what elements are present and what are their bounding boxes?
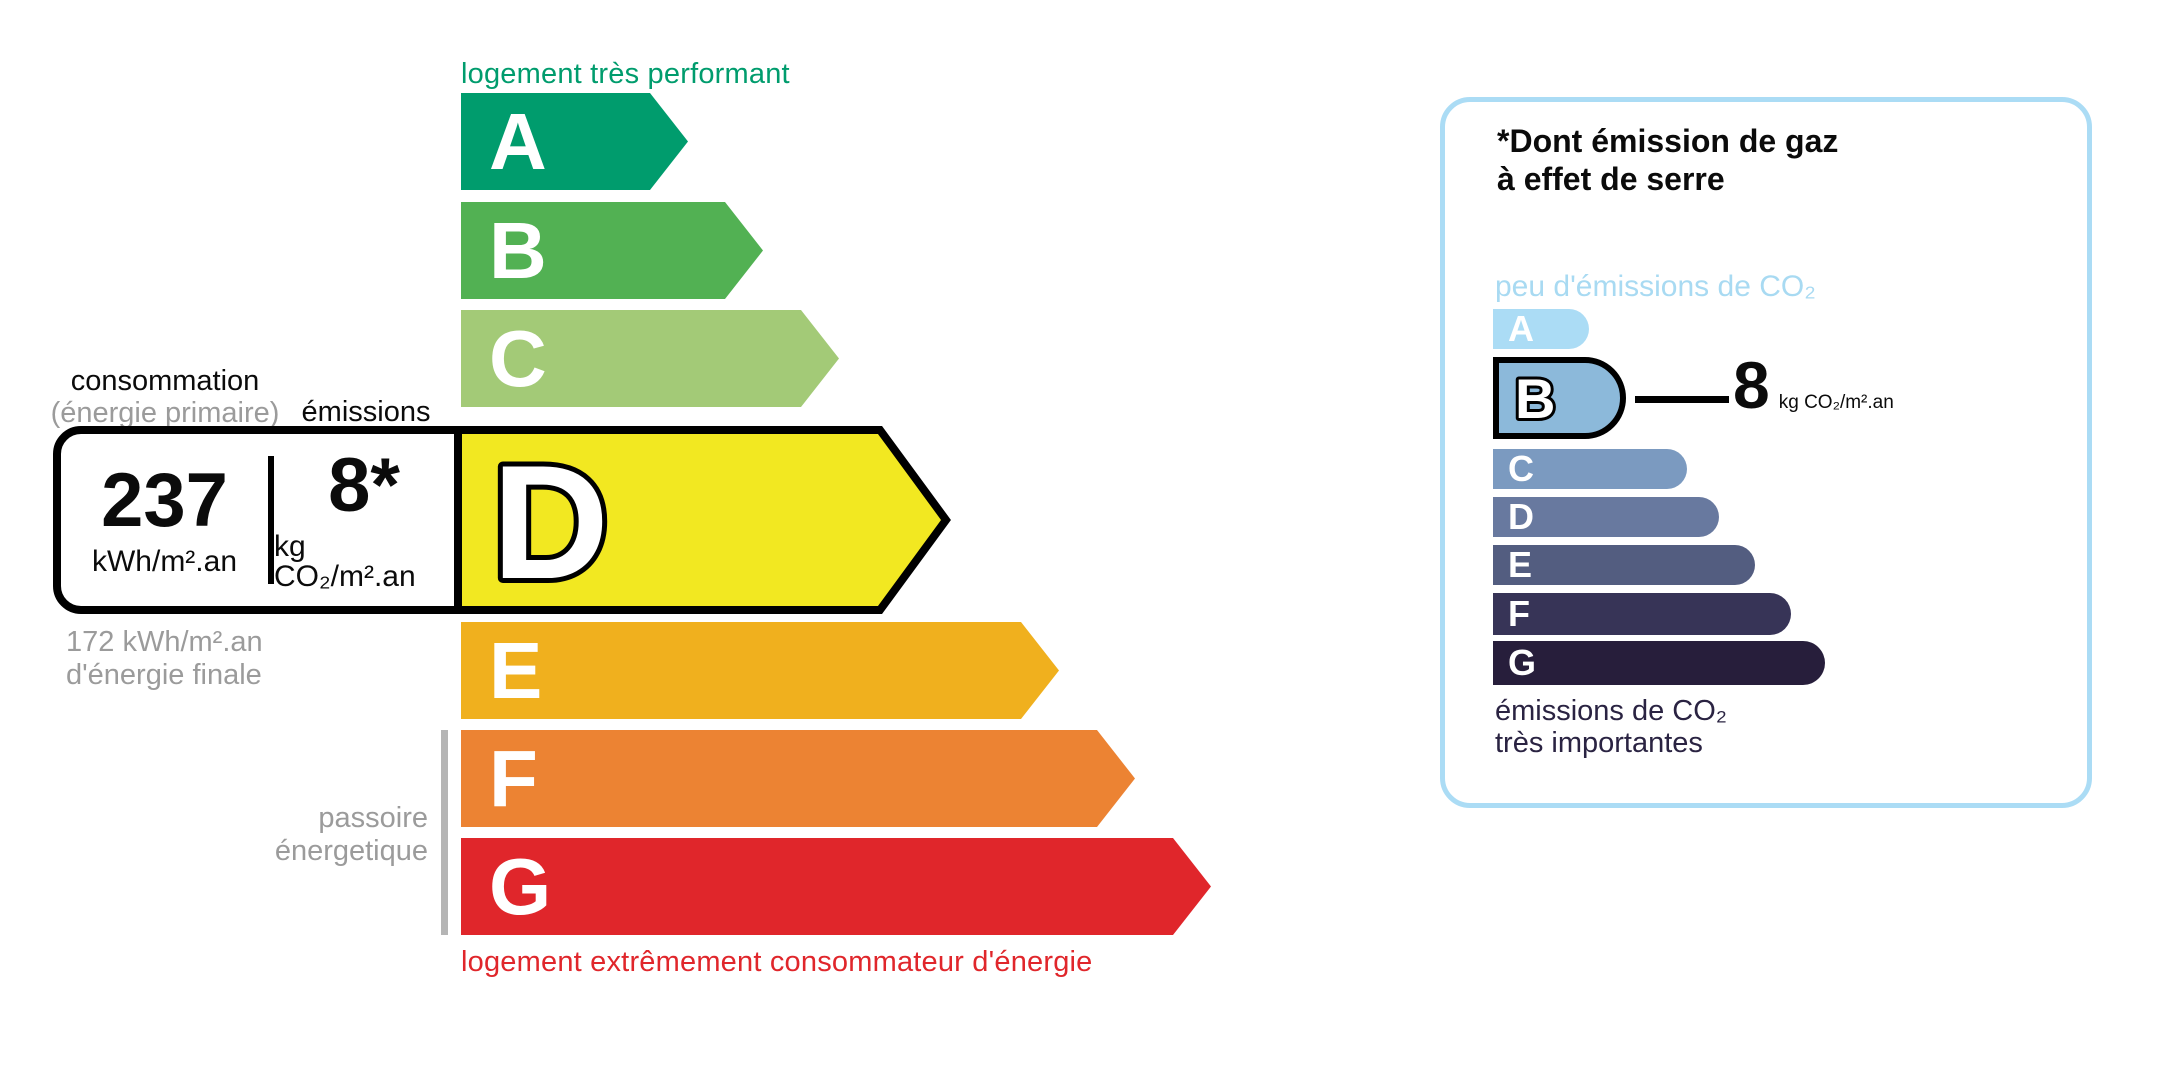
- co2-value: 8: [1733, 348, 1770, 422]
- co2-selected-grade: B: [1515, 367, 1555, 430]
- emissions-unit: kg CO₂/m².an: [274, 530, 416, 593]
- co2-bar-c-letter: C: [1508, 448, 1534, 489]
- energy-top-label: logement très performant: [461, 58, 790, 90]
- co2-top-label: peu d'émissions de CO₂: [1495, 270, 1816, 303]
- co2-panel-title: *Dont émission de gaz à effet de serre: [1497, 122, 1838, 198]
- co2-bar-a: A: [1493, 309, 1589, 349]
- emissions-header: émissions: [276, 397, 456, 428]
- consumption-header: consommation (énergie primaire): [35, 366, 295, 430]
- emissions-cell: 8* kg CO₂/m².an: [274, 434, 454, 606]
- energy-bar-c: C: [461, 310, 839, 407]
- passoire-line2: énergetique: [274, 835, 428, 867]
- rating-box-divider: [268, 456, 274, 584]
- emissions-label: émissions: [301, 396, 431, 428]
- co2-bar-d: D: [1493, 497, 1719, 537]
- co2-bar-e-letter: E: [1508, 544, 1533, 585]
- energy-bar-f: F: [461, 730, 1135, 827]
- energy-bar-b-letter: B: [489, 205, 547, 295]
- co2-bar-f-letter: F: [1508, 593, 1530, 634]
- energy-bar-c-letter: C: [489, 313, 547, 403]
- energy-bar-b: B: [461, 202, 763, 299]
- co2-panel: *Dont émission de gaz à effet de serre p…: [1440, 97, 2092, 808]
- energy-bar-g: G: [461, 838, 1211, 935]
- emissions-value: 8*: [328, 443, 400, 528]
- energy-bar-e: E: [461, 622, 1059, 719]
- consumption-cell: 237 kWh/m².an: [61, 434, 268, 606]
- energy-bar-f-letter: F: [489, 733, 538, 823]
- co2-bar-d-letter: D: [1508, 496, 1534, 537]
- final-energy-line1: 172 kWh/m².an: [66, 626, 263, 658]
- co2-bar-g-letter: G: [1508, 642, 1537, 683]
- final-energy-note: 172 kWh/m².an d'énergie finale: [66, 626, 263, 692]
- co2-bar-g: G: [1493, 641, 1825, 685]
- passoire-label: passoire énergetique: [130, 802, 428, 868]
- energy-bar-a: A: [461, 93, 688, 190]
- consumption-label: consommation: [70, 365, 260, 397]
- co2-bottom-label: émissions de CO₂ très importantes: [1495, 695, 1727, 759]
- co2-value-row: 8 kg CO₂/m².an: [1733, 352, 1894, 418]
- co2-value-connector: [1635, 396, 1729, 403]
- rating-box: 237 kWh/m².an 8* kg CO₂/m².an: [53, 426, 462, 614]
- energy-selected-arrow: D: [454, 426, 951, 614]
- passoire-line1: passoire: [318, 802, 428, 834]
- co2-title-line1: *Dont émission de gaz: [1497, 123, 1839, 159]
- co2-value-unit: kg CO₂/m².an: [1778, 392, 1894, 413]
- energy-bottom-label: logement extrêmement consommateur d'éner…: [461, 946, 1093, 978]
- energy-bar-g-letter: G: [489, 841, 552, 931]
- consumption-sublabel: (énergie primaire): [50, 397, 280, 429]
- co2-bottom-line2: très importantes: [1495, 727, 1703, 759]
- co2-selected-bar: B: [1493, 357, 1626, 439]
- co2-bar-a-letter: A: [1508, 308, 1534, 349]
- co2-bar-c: C: [1493, 449, 1687, 489]
- passoire-marker-line: [441, 730, 448, 935]
- co2-bottom-line1: émissions de CO₂: [1495, 695, 1728, 727]
- consumption-unit: kWh/m².an: [91, 545, 238, 578]
- energy-bar-e-letter: E: [489, 625, 543, 715]
- final-energy-line2: d'énergie finale: [66, 659, 262, 691]
- co2-bar-e: E: [1493, 545, 1755, 585]
- energy-bar-a-letter: A: [489, 96, 547, 186]
- co2-bar-f: F: [1493, 593, 1791, 635]
- energy-selected-grade: D: [492, 432, 609, 613]
- co2-title-line2: à effet de serre: [1497, 161, 1725, 197]
- consumption-value: 237: [101, 458, 228, 543]
